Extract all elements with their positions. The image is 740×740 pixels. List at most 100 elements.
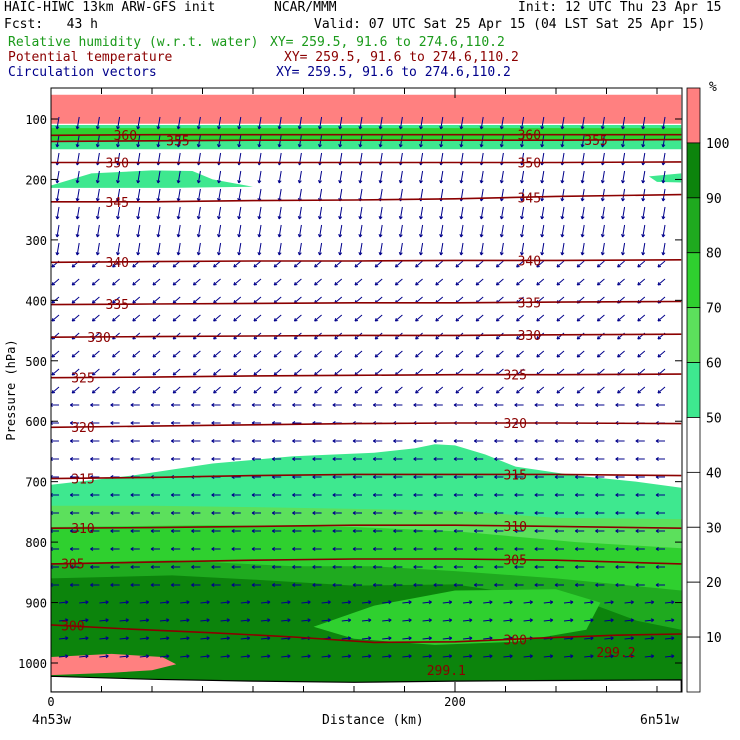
circulation-vector [292,565,302,569]
circulation-vector [191,493,201,497]
circulation-vector [644,636,655,641]
circulation-vector [419,242,424,256]
circulation-vector [621,206,626,220]
circulation-vector [644,618,655,623]
circulation-vector [95,224,100,238]
circulation-vector [574,583,585,587]
circulation-vector [495,260,504,268]
circulation-vector [475,278,484,286]
circulation-vector [635,529,645,533]
circulation-vector [152,278,161,286]
circulation-vector [641,116,646,130]
circulation-vector [79,618,89,623]
circulation-vector [292,547,302,551]
circulation-vector [112,314,120,322]
circulation-vector [398,206,403,220]
circulation-vector [455,260,464,268]
circulation-vector [213,278,221,286]
circulation-vector [520,188,525,202]
circulation-vector [442,600,453,605]
circulation-vector [540,206,545,220]
circulation-vector [644,600,655,605]
colorbar-tick-label: 30 [706,521,722,536]
circulation-vector [233,350,242,358]
circulation-vector [55,206,60,220]
circulation-vector [372,403,383,407]
circulation-vector [200,636,210,641]
init-time: Init: 12 UTC Thu 23 Apr 15 [518,0,722,15]
circulation-vector [332,529,342,533]
circulation-vector [534,457,544,461]
circulation-vector [473,583,484,587]
circulation-vector [321,654,331,659]
circulation-vector [341,618,352,623]
circulation-vector [584,654,594,659]
circulation-vector [433,529,443,533]
circulation-vector [596,350,605,358]
circulation-vector [130,529,140,533]
circulation-vector [393,565,403,569]
circulation-vector [90,421,100,425]
colorbar-swatch [686,636,701,693]
circulation-vector [378,206,383,220]
circulation-vector [554,403,564,407]
circulation-vector [415,350,423,358]
circulation-vector [176,242,181,256]
circulation-vector [150,403,160,407]
circulation-vector [358,116,363,130]
circulation-vector [352,547,362,551]
circulation-vector [301,654,311,659]
circulation-vector [240,654,251,659]
circulation-vector [439,116,444,130]
circulation-vector [514,457,524,461]
circulation-vector [176,224,181,238]
circulation-vector [574,511,585,515]
circulation-vector [574,403,585,407]
circulation-vector [51,350,60,358]
circulation-vector [318,134,323,148]
circulation-vector [172,314,181,322]
circulation-vector [580,242,585,256]
circulation-vector [332,475,342,479]
circulation-vector [334,278,343,286]
colorbar: 100 90 80 70 60 50 40 30 20 10% [686,80,729,693]
circulation-vector [637,278,646,286]
circulation-vector [536,332,545,340]
circulation-vector [233,368,242,376]
circulation-vector [257,116,262,130]
circulation-vector [475,314,484,322]
circulation-vector [251,565,261,569]
circulation-vector [156,224,161,238]
circulation-vector [479,188,484,202]
field-label-vectors: Circulation vectors [8,65,157,80]
circulation-vector [398,116,403,130]
circulation-vector [332,439,342,443]
circulation-vector [398,170,403,184]
circulation-vector [220,600,230,605]
circulation-vector [180,654,190,659]
circulation-vector [516,278,524,286]
circulation-vector [55,170,60,184]
plot-frame [50,87,683,693]
theta-label: 340 [106,256,129,271]
circulation-vector [514,529,524,533]
circulation-vector [332,583,342,587]
model-title: HAIC-HIWC 13km ARW-GFS init [4,0,216,15]
circulation-vector [576,386,585,394]
circulation-vector [600,152,605,166]
circulation-vector [358,170,363,184]
circulation-vector [110,457,120,461]
circulation-vector [273,260,282,268]
circulation-vector [297,116,302,130]
circulation-vector [211,421,221,425]
circulation-vector [170,457,181,461]
circulation-vector [196,188,201,202]
circulation-vector [231,457,241,461]
circulation-vector [312,403,322,407]
circulation-vector [260,654,271,659]
field-xy-vectors: XY= 259.5, 91.6 to 274.6,110.2 [276,65,511,80]
circulation-vector [260,600,271,605]
circulation-vector [516,350,524,358]
circulation-vector [211,439,221,443]
circulation-vector [170,439,181,443]
